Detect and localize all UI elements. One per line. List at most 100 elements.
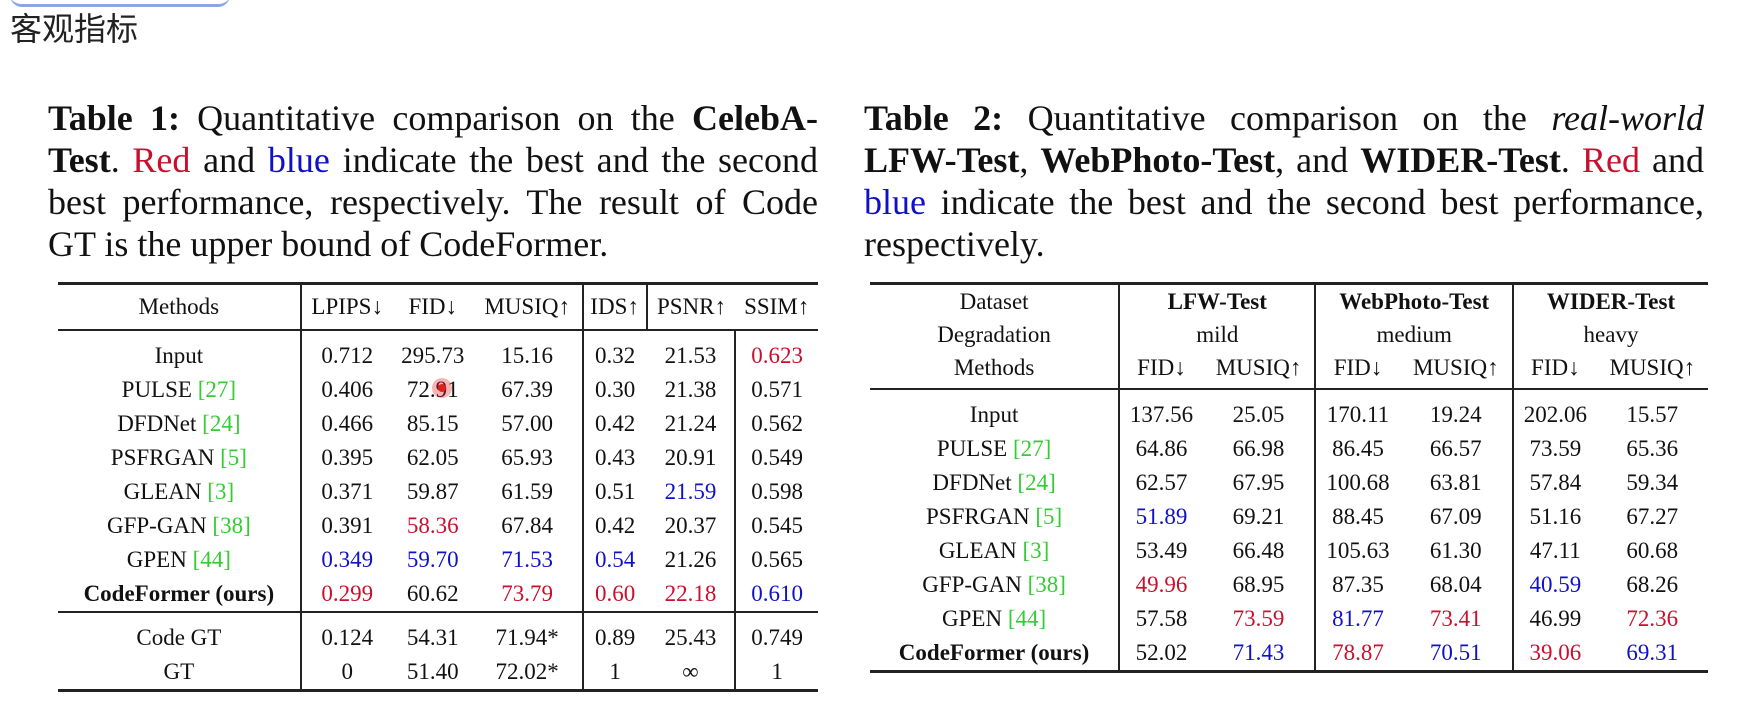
table2-degradation-row: Degradation mild medium heavy — [870, 318, 1708, 351]
method-label: GLEAN — [123, 479, 208, 504]
table-cell: 63.81 — [1399, 466, 1515, 500]
table-cell: 59.70 — [406, 547, 459, 572]
table-cell: 1 — [735, 655, 818, 692]
table-cell: 72.36 — [1626, 606, 1679, 631]
method-label: PSFRGAN — [110, 445, 221, 470]
citation-link[interactable]: [44] — [192, 547, 231, 572]
table-row: Input 137.56 25.05 170.11 19.24 202.06 15.57 — [870, 388, 1708, 432]
table-cell: 65.36 — [1626, 436, 1679, 461]
metric-header: MUSIQ↑ — [1399, 351, 1515, 389]
table-cell: 67.84 — [472, 509, 584, 543]
table-cell: 81.77 — [1332, 606, 1384, 631]
table-row: PULSE [27] 64.86 66.98 86.45 66.57 73.59 65.36 — [870, 432, 1708, 466]
table-cell: 21.26 — [646, 543, 737, 577]
table-cell: 71.43 — [1202, 636, 1317, 673]
method-label: GLEAN — [938, 538, 1023, 563]
method-name: GLEAN [3] — [870, 534, 1121, 568]
citation-link[interactable]: [38] — [1027, 572, 1066, 597]
table-cell: 62.57 — [1135, 470, 1188, 495]
table-cell: 87.35 — [1332, 572, 1384, 597]
table-row: GLEAN [3] 53.49 66.48 105.63 61.30 47.11 60.68 — [870, 534, 1708, 568]
table-row: GFP-GAN [38] 0.391 58.36 67.84 0.42 20.37 0.54… — [58, 509, 818, 543]
table-cell: 0.562 — [751, 411, 804, 436]
table-cell: 61.59 — [472, 475, 584, 509]
method-name: DFDNet [24] — [58, 407, 302, 441]
method-label: PSFRGAN — [926, 504, 1036, 529]
page-heading: 客观指标 — [10, 10, 139, 48]
table-cell: 0.349 — [321, 547, 374, 572]
citation-link[interactable]: [5] — [1035, 504, 1063, 529]
citation-link[interactable]: [24] — [1017, 470, 1056, 495]
table2-metrics-row: Methods FID↓ MUSIQ↑ FID↓ MUSIQ↑ FID↓ MUSIQ↑ — [870, 351, 1708, 389]
citation-link[interactable]: [27] — [1012, 436, 1052, 461]
table-cell: 60.62 — [406, 581, 459, 606]
citation-link[interactable]: [27] — [197, 377, 237, 402]
column-header: FID↓ — [392, 282, 473, 330]
table1-caption: Table 1: Quantitative comparison on the … — [48, 98, 819, 264]
method-name: GPEN [44] — [58, 543, 302, 577]
citation-link[interactable]: [24] — [202, 411, 241, 436]
table-cell: 68.95 — [1202, 568, 1317, 602]
table-cell: 72.02* — [472, 655, 584, 692]
table-cell: 51.89 — [1135, 504, 1188, 529]
table-cell: 69.31 — [1596, 636, 1708, 673]
table-row: CodeFormer (ours) 52.02 71.43 78.87 70.51 39.… — [870, 636, 1708, 673]
method-label: GFP-GAN — [106, 513, 213, 538]
table-cell: 57.00 — [472, 407, 584, 441]
citation-link[interactable]: [44] — [1007, 606, 1047, 631]
table-cell: 100.68 — [1326, 470, 1390, 495]
table-row: PULSE [27] 0.406 72.91 67.39 0.30 21.38 0.571 — [58, 373, 818, 407]
table-row: DFDNet [24] 0.466 85.15 57.00 0.42 21.24 0.562 — [58, 407, 818, 441]
table-cell: 1 — [582, 655, 647, 692]
table-cell: 73.41 — [1399, 602, 1515, 636]
table-row: GT 0 51.40 72.02* 1 ∞ 1 — [58, 655, 818, 692]
table-cell: 22.18 — [646, 577, 737, 612]
table-cell: 0.623 — [735, 329, 818, 373]
column-header: Degradation — [870, 318, 1121, 351]
table-row: GPEN [44] 0.349 59.70 71.53 0.54 21.26 0.565 — [58, 543, 818, 577]
table-cell: 68.04 — [1399, 568, 1515, 602]
table-cell: 0.391 — [321, 513, 374, 538]
table-cell: 0.54 — [594, 547, 636, 572]
table-cell: 0.565 — [751, 547, 804, 572]
table-cell: 21.59 — [646, 475, 737, 509]
table-cell: 25.05 — [1202, 388, 1317, 432]
table2-label: Table 2: — [864, 98, 1004, 138]
table-cell: 71.94* — [472, 611, 584, 655]
table-row: PSFRGAN [5] 51.89 69.21 88.45 67.09 51.16 67.2… — [870, 500, 1708, 534]
table-cell: 66.98 — [1202, 432, 1317, 466]
table-cell: 0.42 — [594, 411, 636, 436]
table-cell: 0.571 — [751, 377, 804, 402]
table-cell: 47.11 — [1529, 538, 1581, 563]
degradation-header: mild — [1119, 318, 1317, 351]
table-cell: 0.371 — [321, 479, 374, 504]
table-cell: 20.91 — [646, 441, 737, 475]
table-row: CodeFormer (ours) 0.299 60.62 73.79 0.60 22.1… — [58, 577, 818, 612]
table-cell: 0.598 — [751, 479, 804, 504]
column-header: MUSIQ↑ — [472, 282, 584, 330]
table-cell: 73.59 — [1529, 436, 1582, 461]
table-cell: 66.48 — [1202, 534, 1317, 568]
citation-link[interactable]: [3] — [207, 479, 235, 504]
table-cell: 0.42 — [594, 513, 636, 538]
table-cell: 68.26 — [1626, 572, 1679, 597]
method-name: PSFRGAN [5] — [58, 441, 302, 475]
citation-link[interactable]: [38] — [212, 513, 251, 538]
table-cell: 60.68 — [1626, 538, 1679, 563]
citation-link[interactable]: [3] — [1022, 538, 1050, 563]
citation-link[interactable]: [5] — [220, 445, 247, 470]
table2: Dataset LFW-Test WebPhoto-Test WIDER-Test De… — [870, 282, 1708, 673]
table-cell: 62.05 — [406, 445, 459, 470]
table-cell: 39.06 — [1513, 636, 1597, 673]
table-row: Code GT 0.124 54.31 71.94* 0.89 25.43 0.749 — [58, 611, 818, 655]
table-cell: 73.59 — [1202, 602, 1317, 636]
table-row: GFP-GAN [38] 49.96 68.95 87.35 68.04 40.59 68.… — [870, 568, 1708, 602]
table-cell: 51.40 — [392, 655, 473, 692]
method-name: GT — [58, 655, 302, 692]
table-cell: 0.395 — [321, 445, 374, 470]
table-cell: 0.89 — [582, 611, 647, 655]
table-cell: 295.73 — [392, 329, 473, 373]
table-cell: 67.39 — [472, 373, 584, 407]
method-name: Input — [870, 388, 1121, 432]
method-name: PULSE [27] — [58, 373, 302, 407]
